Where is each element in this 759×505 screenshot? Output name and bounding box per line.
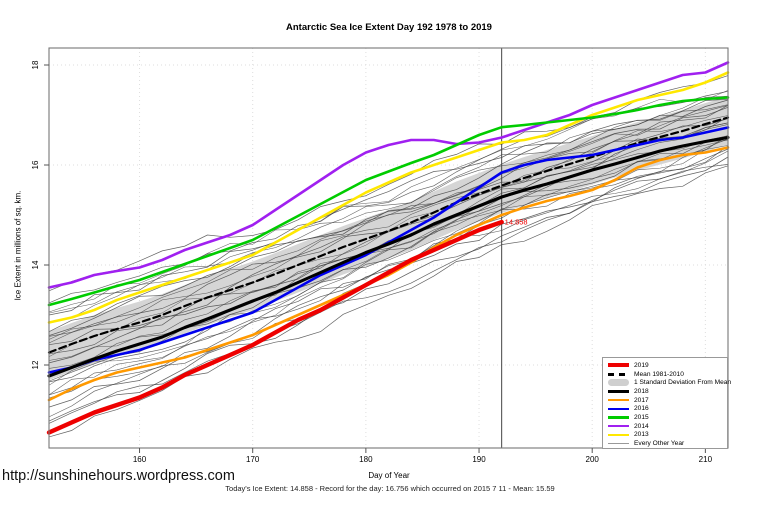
every-other-year-line xyxy=(48,135,729,361)
legend-item-2017: 2017 xyxy=(608,396,727,405)
source-url-text: http://sunshinehours.wordpress.com xyxy=(2,468,235,484)
x-tick-label-210: 210 xyxy=(699,455,713,464)
legend-label: 2019 xyxy=(634,361,649,369)
legend-line-swatch xyxy=(608,398,629,402)
legend-item-2014: 2014 xyxy=(608,422,727,431)
legend-line-swatch xyxy=(608,372,629,376)
every-other-year-line xyxy=(48,90,729,313)
every-other-year-line xyxy=(48,104,729,323)
y-axis-label: Ice Extent in millions of sq. km. xyxy=(13,190,23,301)
every-other-year-line xyxy=(48,138,729,396)
every-other-year-line xyxy=(48,124,729,369)
x-tick-label-190: 190 xyxy=(472,455,486,464)
y-tick-label-18: 18 xyxy=(31,60,40,69)
every-other-year-line xyxy=(48,165,729,438)
every-other-year-line xyxy=(48,106,729,336)
y-tick-label-14: 14 xyxy=(31,260,40,269)
series-line-2014 xyxy=(47,61,730,289)
legend-label: 2013 xyxy=(634,431,649,439)
legend-line-swatch xyxy=(608,389,629,393)
x-tick-label-200: 200 xyxy=(586,455,600,464)
series-line-2015 xyxy=(47,96,730,307)
legend-label: Every Other Year xyxy=(634,440,685,448)
every-other-year-line xyxy=(48,105,729,337)
every-other-year-line xyxy=(48,115,729,344)
legend-item-1-standard-deviation-from-mean: 1 Standard Deviation From Mean xyxy=(608,378,731,387)
legend-item-mean-1981-2010: Mean 1981-2010 xyxy=(608,370,727,379)
plot-border xyxy=(48,47,729,449)
every-other-year-line xyxy=(48,122,729,357)
every-other-year-line xyxy=(48,75,729,292)
x-tick-label-170: 170 xyxy=(246,455,260,464)
legend-item-2016: 2016 xyxy=(608,404,727,413)
legend-label: 1 Standard Deviation From Mean xyxy=(634,379,732,387)
footer-stats-note: Today's Ice Extent: 14.858 - Record for … xyxy=(225,484,555,493)
legend-label: 2014 xyxy=(634,422,649,430)
chart-title: Antarctic Sea Ice Extent Day 192 1978 to… xyxy=(286,22,492,33)
legend-item-every-other-year: Every Other Year xyxy=(608,439,727,448)
y-tick-label-16: 16 xyxy=(31,160,40,169)
chart-legend: 2019 Mean 1981-2010 1 Standard Deviation F… xyxy=(602,357,731,449)
x-tick-label-180: 180 xyxy=(359,455,373,464)
x-tick-label-160: 160 xyxy=(133,455,147,464)
y-tick-label-12: 12 xyxy=(31,360,40,369)
legend-line-swatch xyxy=(608,407,629,411)
legend-label: 2015 xyxy=(634,413,649,421)
every-other-year-line xyxy=(48,164,729,424)
legend-item-2018: 2018 xyxy=(608,387,727,396)
every-other-year-line xyxy=(48,148,729,408)
every-other-year-line xyxy=(48,156,729,422)
legend-line-swatch xyxy=(608,433,629,437)
legend-band-swatch xyxy=(608,379,629,387)
legend-line-swatch xyxy=(608,416,629,419)
legend-label: Mean 1981-2010 xyxy=(634,370,684,378)
legend-line-swatch xyxy=(608,424,629,428)
legend-line-swatch xyxy=(608,443,629,445)
std-dev-band xyxy=(49,96,728,380)
legend-label: 2018 xyxy=(634,387,649,395)
series-line-2019 xyxy=(46,219,504,435)
legend-label: 2017 xyxy=(634,396,649,404)
x-axis-label: Day of Year xyxy=(368,471,410,480)
series-line-2013 xyxy=(47,71,730,324)
series-line-2018 xyxy=(47,135,730,378)
legend-label: 2016 xyxy=(634,405,649,413)
legend-item-2019: 2019 xyxy=(608,361,727,370)
every-other-year-line xyxy=(48,122,729,364)
every-other-year-line xyxy=(48,98,729,316)
every-other-year-line xyxy=(48,105,729,340)
legend-item-2013: 2013 xyxy=(608,431,727,440)
today-extent-annotation: 14.858 xyxy=(505,218,528,227)
every-other-year-line xyxy=(48,135,729,383)
legend-item-2015: 2015 xyxy=(608,413,727,422)
legend-line-swatch xyxy=(608,363,629,368)
